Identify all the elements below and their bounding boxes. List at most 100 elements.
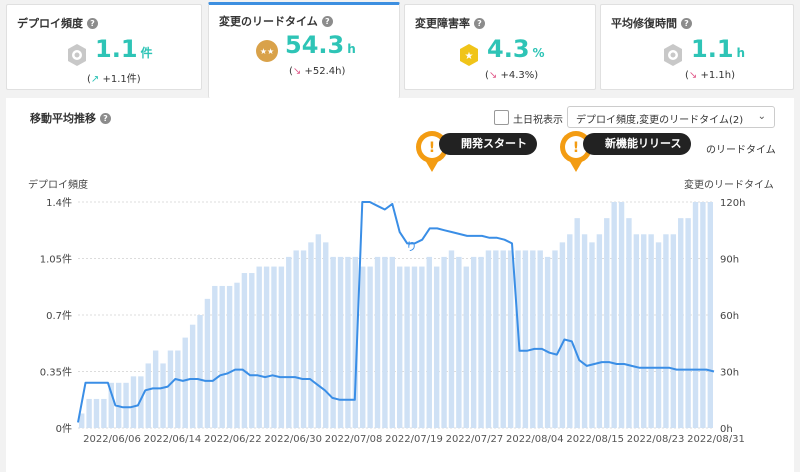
bar [108,382,114,428]
bar [286,256,292,428]
bar [604,218,610,428]
panel-title: 移動平均推移 [30,112,96,125]
right-tick-label: 30h [720,368,739,379]
bar [374,256,381,428]
bar [463,266,469,428]
bar [433,266,440,428]
x-tick-label: 2022/06/30 [264,434,322,445]
bar [101,398,107,428]
card-unit: h [347,42,356,56]
metric-select[interactable]: デプロイ頻度,変更のリードタイム(2) ⌄ [567,106,775,128]
help-icon[interactable]: ? [321,16,333,27]
x-tick-label: 2022/08/23 [627,434,685,445]
card-value: 1.1 [95,35,138,63]
bar [256,266,262,428]
card-value: 4.3 [487,35,530,63]
left-tick-label: 0.7件 [46,310,72,322]
bar [86,398,92,428]
annotation-label: 新機能リリース [583,133,692,155]
svg-text:★: ★ [465,51,474,62]
bar [419,266,425,428]
bar [641,234,647,428]
bar [189,324,196,428]
chevron-down-icon: ⌄ [757,111,766,122]
right-tick-label: 120h [720,198,745,209]
bar [241,273,248,428]
trend-up-icon: ↗ [90,74,100,85]
bar [552,250,558,428]
weekend-checkbox[interactable] [494,110,509,125]
card-change-failure-rate[interactable]: 変更障害率? ★ 4.3% (↘ +4.3%) [404,4,596,90]
bar [345,256,351,428]
left-tick-label: 0.35件 [40,367,72,379]
bar [507,250,514,428]
svg-text:★★: ★★ [260,47,274,56]
bar [456,256,462,428]
x-tick-label: 2022/08/31 [687,434,745,445]
card-delta: +52.4h [304,66,342,77]
gold-medal-icon: ★ [460,44,478,66]
x-tick-label: 2022/06/06 [83,434,141,445]
chart-panel: 移動平均推移? 土日祝表示 デプロイ頻度,変更のリードタイム(2) ⌄ のリードタ… [6,98,794,472]
bar [167,350,174,428]
bar [175,350,181,428]
bar [93,398,100,428]
bar [360,266,366,428]
bar [478,256,484,428]
bar [79,413,85,428]
trend-down-icon: ↘ [488,70,498,81]
card-value: 54.3 [285,31,345,59]
bar [130,376,137,428]
bar [300,250,307,428]
bar [500,250,506,428]
trend-down-icon: ↘ [292,66,302,77]
card-title: デプロイ頻度 [17,17,83,30]
bar [315,234,322,428]
card-unit: h [736,46,746,60]
svg-text:!: ! [573,140,579,156]
card-delta: +1.1件 [102,74,137,85]
bar [493,250,499,428]
card-delta: +1.1h [700,70,732,81]
bar [633,234,640,428]
bar [485,250,492,428]
bar [448,250,455,428]
bar [249,273,255,428]
bar [574,218,580,428]
right-axis-label: 変更のリードタイム [684,178,774,191]
bar [678,218,684,428]
bar [123,382,129,428]
x-tick-label: 2022/07/27 [446,434,504,445]
help-icon[interactable]: ? [87,18,98,29]
bar [367,266,373,428]
card-deploy-frequency[interactable]: デプロイ頻度? 1.1 件 (↗ +1.1件) [6,4,202,90]
help-icon[interactable]: ? [100,113,111,124]
bar [278,266,285,428]
bar [707,202,713,428]
trend-down-icon: ↘ [688,70,698,81]
left-tick-label: 0件 [56,423,72,435]
bar [589,242,595,428]
bar [204,298,211,428]
bar [352,256,359,428]
x-tick-label: 2022/06/22 [204,434,262,445]
help-icon[interactable]: ? [681,18,692,29]
help-icon[interactable]: ? [474,18,485,29]
x-tick-label: 2022/08/15 [566,434,624,445]
card-delta: +4.3% [500,70,535,81]
card-title: 変更障害率 [415,17,470,30]
stray-label: り [406,240,417,253]
bar [330,256,336,428]
bar [663,234,669,428]
x-tick-label: 2022/08/04 [506,434,564,445]
bar [655,242,662,428]
bar [648,234,654,428]
right-tick-label: 90h [720,255,739,266]
card-value: 1.1 [691,35,734,63]
bar [670,234,677,428]
bar [197,315,203,428]
bronze-medal-icon: ★★ [256,40,278,62]
card-mean-time-to-restore[interactable]: 平均修復時間? 1.1 h (↘ +1.1h) [600,4,794,90]
bar [293,250,299,428]
card-lead-time[interactable]: 変更のリードタイム? ★★ 54.3 h (↘ +52.4h) [208,2,400,98]
